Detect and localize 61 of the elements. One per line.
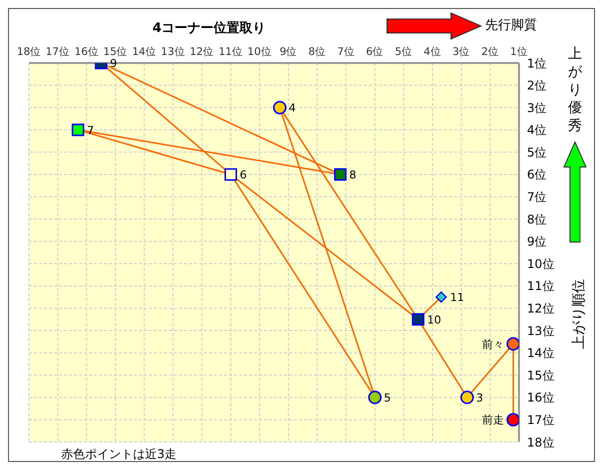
y-tick-label: 15位 bbox=[527, 368, 554, 382]
y-tick-label: 14位 bbox=[527, 346, 554, 360]
x-tick-label: 18位 bbox=[16, 46, 42, 58]
x-tick-label: 7位 bbox=[337, 46, 355, 58]
annotation: 前走 bbox=[482, 414, 504, 427]
text: 先行脚質 bbox=[485, 17, 537, 34]
x-tick-label: 9位 bbox=[280, 46, 298, 58]
point bbox=[273, 100, 287, 114]
annotation: 9 bbox=[110, 56, 118, 70]
y-tick-label: 6位 bbox=[527, 168, 547, 182]
y-tick-label: 13位 bbox=[527, 324, 554, 338]
x-tick-label: 1位 bbox=[510, 46, 528, 58]
x-tick-label: 12位 bbox=[190, 46, 214, 58]
annotation: 5 bbox=[384, 391, 391, 404]
text: 赤色ポイントは近3走 bbox=[61, 446, 177, 463]
x-tick-label: 4位 bbox=[424, 46, 442, 58]
point bbox=[72, 124, 84, 136]
x-tick-label: 6位 bbox=[366, 46, 384, 58]
text: 上がり優秀 bbox=[567, 45, 583, 135]
y-tick-label: 16位 bbox=[527, 390, 554, 405]
x-tick-label: 8位 bbox=[308, 46, 326, 58]
y-tick-label: 11位 bbox=[527, 279, 554, 294]
x-tick-label: 13位 bbox=[160, 46, 186, 58]
point bbox=[506, 412, 519, 426]
x-tick-label: 11位 bbox=[218, 46, 243, 58]
point bbox=[224, 168, 238, 181]
x-tick-label: 3位 bbox=[452, 46, 470, 58]
x-tick-label: 5位 bbox=[394, 46, 413, 58]
point bbox=[334, 168, 347, 181]
point bbox=[412, 313, 424, 326]
annotation: 4 bbox=[288, 101, 296, 114]
y-tick-label: 17位 bbox=[527, 412, 554, 427]
annotation: 6 bbox=[240, 168, 247, 182]
y-tick-label: 8位 bbox=[527, 212, 547, 226]
y-tick-label: 18位 bbox=[527, 435, 554, 450]
point bbox=[436, 291, 447, 303]
y-tick-label: 5位 bbox=[527, 145, 547, 160]
y-tick-label: 2位 bbox=[527, 78, 547, 93]
x-tick-label: 14位 bbox=[132, 46, 156, 58]
x-tick-label: 10位 bbox=[247, 46, 272, 58]
y-tick-label: 1位 bbox=[527, 56, 547, 70]
point bbox=[506, 337, 519, 351]
chart-title: 4コーナー位置取り bbox=[151, 20, 267, 37]
y-tick-label: 3位 bbox=[527, 100, 547, 115]
y-tick-label: 12位 bbox=[527, 301, 554, 316]
point bbox=[460, 390, 474, 404]
x-tick-label: 2位 bbox=[481, 46, 500, 58]
y-axis-title: 上がり順位 bbox=[570, 278, 588, 351]
y-tick-label: 9位 bbox=[527, 234, 547, 249]
annotation: 前々 bbox=[482, 338, 504, 351]
annotation: 10 bbox=[427, 313, 442, 326]
x-tick-label: 17位 bbox=[46, 46, 70, 58]
x-tick-label: 15位 bbox=[103, 46, 128, 58]
point bbox=[368, 390, 382, 404]
y-tick-label: 10位 bbox=[527, 256, 554, 271]
annotation: 11 bbox=[450, 290, 464, 304]
annotation: 8 bbox=[349, 168, 356, 182]
x-tick-label: 16位 bbox=[74, 46, 99, 58]
y-tick-label: 4位 bbox=[527, 123, 547, 138]
y-tick-label: 7位 bbox=[527, 190, 547, 204]
annotation: 3 bbox=[476, 391, 484, 404]
